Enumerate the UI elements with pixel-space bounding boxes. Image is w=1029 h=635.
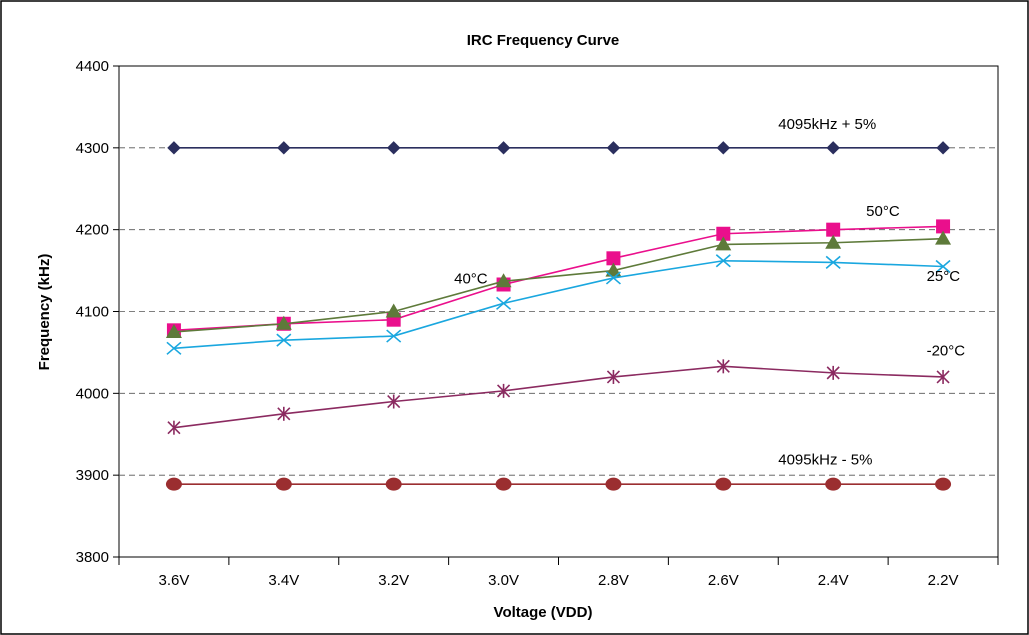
y-axis-title: Frequency (kHz) (36, 254, 53, 371)
data-point-lower (385, 477, 402, 491)
annotations-group: 4095kHz + 5% 50°C 40°C 25°C -20°C 4095kHz - 5… (454, 116, 965, 469)
data-point-t25 (825, 255, 841, 270)
data-point-lower (825, 477, 842, 491)
data-point-t40 (495, 273, 512, 288)
series-t50 (166, 219, 951, 338)
data-point-t25 (166, 341, 182, 355)
data-point-upper (496, 141, 511, 155)
series-upper (167, 141, 950, 155)
series-annotation: 50°C (866, 203, 900, 220)
data-point-t25 (605, 271, 621, 285)
series-annotation: -20°C (927, 343, 966, 360)
data-point-lower (605, 477, 622, 491)
x-axis-title: Voltage (VDD) (494, 604, 593, 621)
x-tick-label: 3.2V (378, 572, 409, 589)
data-point-tm20 (936, 369, 950, 384)
data-point-tm20 (387, 394, 401, 409)
data-point-t40 (275, 315, 292, 330)
series-line-t25 (173, 259, 944, 350)
data-point-t25 (496, 296, 512, 310)
data-point-t40 (165, 323, 182, 338)
data-point-t40 (715, 236, 732, 251)
series-tm20 (167, 359, 950, 435)
data-point-upper (716, 141, 731, 155)
y-tick-label: 4100 (76, 304, 109, 321)
series-t25 (166, 254, 951, 355)
x-tick-label: 2.4V (818, 572, 849, 589)
series-line-t50 (173, 225, 944, 332)
x-tick-label: 3.4V (268, 572, 299, 589)
data-point-t25 (935, 259, 951, 274)
data-point-t40 (605, 262, 622, 277)
x-tick-label: 2.2V (928, 572, 959, 589)
data-point-upper (167, 141, 181, 155)
data-point-upper (386, 141, 401, 155)
data-point-t50 (936, 219, 951, 234)
series-line-tm20 (173, 365, 944, 429)
data-point-upper (606, 141, 621, 155)
series-annotation: 4095kHz - 5% (778, 452, 872, 469)
axis-ticks: 3800 3900 4000 4100 4200 4300 4400 3.6V 3.4V 3.2V… (76, 58, 999, 589)
data-point-t25 (386, 329, 402, 343)
data-point-upper (936, 141, 950, 155)
data-point-t25 (276, 333, 292, 347)
series-line-t40 (173, 237, 944, 333)
x-tick-label: 2.6V (708, 572, 739, 589)
data-point-t40 (935, 230, 952, 245)
y-tick-label: 4300 (76, 140, 109, 157)
y-tick-label: 3900 (76, 467, 109, 484)
y-tick-label: 4000 (76, 385, 109, 402)
data-point-tm20 (606, 369, 621, 384)
data-point-lower (495, 477, 512, 491)
chart-title: IRC Frequency Curve (467, 32, 620, 49)
series-annotation: 25°C (927, 268, 961, 285)
series-annotation: 4095kHz + 5% (778, 116, 876, 133)
series-annotation: 40°C (454, 271, 488, 288)
data-point-t25 (715, 254, 731, 268)
data-point-t50 (826, 222, 841, 237)
data-point-lower (165, 477, 182, 491)
data-point-lower (935, 477, 952, 491)
x-tick-label: 2.8V (598, 572, 629, 589)
data-point-upper (826, 141, 840, 155)
data-point-t50 (606, 251, 621, 266)
series-lower (165, 477, 952, 491)
y-tick-label: 4400 (76, 58, 109, 75)
data-point-lower (715, 477, 732, 491)
data-point-tm20 (716, 359, 730, 374)
data-point-upper (277, 141, 291, 155)
y-tick-label: 4200 (76, 222, 109, 239)
series-group (165, 141, 952, 491)
data-point-tm20 (277, 406, 291, 421)
data-point-tm20 (167, 420, 181, 435)
data-point-t50 (716, 226, 731, 241)
data-point-lower (275, 477, 292, 491)
x-tick-label: 3.0V (488, 572, 519, 589)
data-point-tm20 (826, 365, 840, 380)
series-t40 (165, 230, 952, 338)
y-tick-label: 3800 (76, 549, 109, 566)
data-point-tm20 (496, 383, 511, 398)
data-point-t40 (825, 234, 842, 249)
data-point-t40 (385, 303, 402, 318)
x-tick-label: 3.6V (159, 572, 190, 589)
